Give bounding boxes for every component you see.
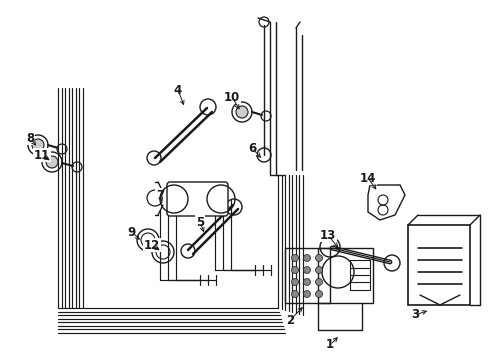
Circle shape (291, 279, 298, 285)
Circle shape (303, 291, 310, 297)
Circle shape (315, 279, 322, 285)
Text: 7: 7 (156, 189, 164, 202)
Text: 3: 3 (410, 309, 418, 321)
Text: 5: 5 (196, 216, 203, 229)
Circle shape (32, 139, 44, 151)
Circle shape (303, 279, 310, 285)
Circle shape (303, 255, 310, 261)
Circle shape (236, 106, 247, 118)
Circle shape (291, 291, 298, 297)
Circle shape (315, 266, 322, 274)
Text: 6: 6 (247, 141, 256, 154)
Circle shape (291, 266, 298, 274)
Circle shape (291, 255, 298, 261)
Circle shape (303, 266, 310, 274)
FancyBboxPatch shape (167, 182, 227, 216)
Text: 10: 10 (224, 90, 240, 104)
Bar (349, 260, 369, 290)
Text: 9: 9 (128, 225, 136, 239)
Text: 13: 13 (319, 229, 335, 242)
Text: 14: 14 (359, 171, 375, 185)
Text: 4: 4 (174, 84, 182, 96)
Text: 8: 8 (26, 131, 34, 144)
Circle shape (46, 156, 58, 168)
Text: 11: 11 (34, 149, 50, 162)
Bar (407, 225, 469, 305)
Circle shape (315, 291, 322, 297)
Text: 12: 12 (143, 239, 160, 252)
Bar (317, 248, 372, 303)
Text: 2: 2 (285, 314, 293, 327)
Text: 1: 1 (325, 338, 333, 351)
Bar (285, 248, 329, 303)
Circle shape (315, 255, 322, 261)
